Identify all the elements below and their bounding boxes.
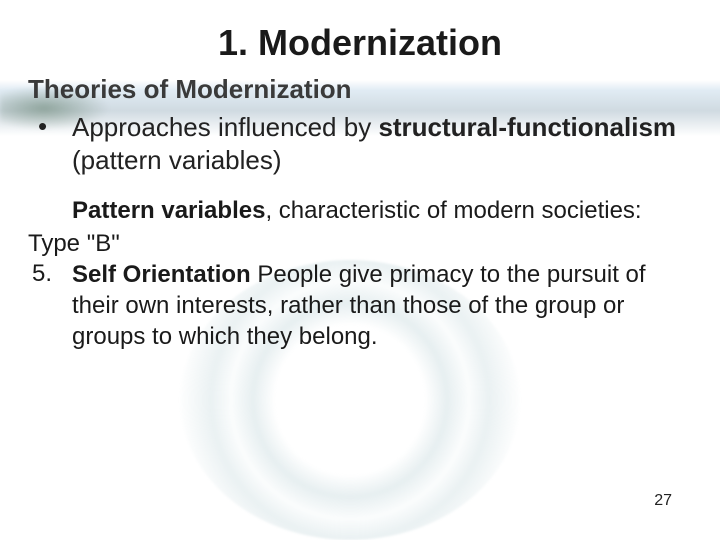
numbered-bold: Self Orientation — [72, 261, 251, 288]
numbered-item: 5. Self Orientation People give primacy … — [28, 260, 692, 352]
pv-rest: , characteristic of modern societies: — [265, 197, 641, 224]
pattern-variables-line: Pattern variables, characteristic of mod… — [28, 196, 692, 227]
slide-content: 1. Modernization Theories of Modernizati… — [0, 0, 720, 352]
page-number: 27 — [654, 492, 672, 510]
numbered-marker: 5. — [28, 260, 72, 288]
bullet-marker: • — [28, 111, 72, 142]
bullet-bold: structural-functionalism — [378, 112, 676, 142]
pv-bold: Pattern variables — [72, 197, 265, 224]
bullet-post: (pattern variables) — [72, 145, 282, 175]
bullet-pre: Approaches influenced by — [72, 112, 378, 142]
numbered-text: Self Orientation People give primacy to … — [72, 260, 692, 352]
bullet-item: • Approaches influenced by structural-fu… — [28, 111, 692, 178]
slide-title: 1. Modernization — [28, 22, 692, 64]
bullet-text: Approaches influenced by structural-func… — [72, 111, 692, 178]
type-line: Type "B" — [28, 230, 692, 258]
slide-subtitle: Theories of Modernization — [28, 74, 692, 105]
